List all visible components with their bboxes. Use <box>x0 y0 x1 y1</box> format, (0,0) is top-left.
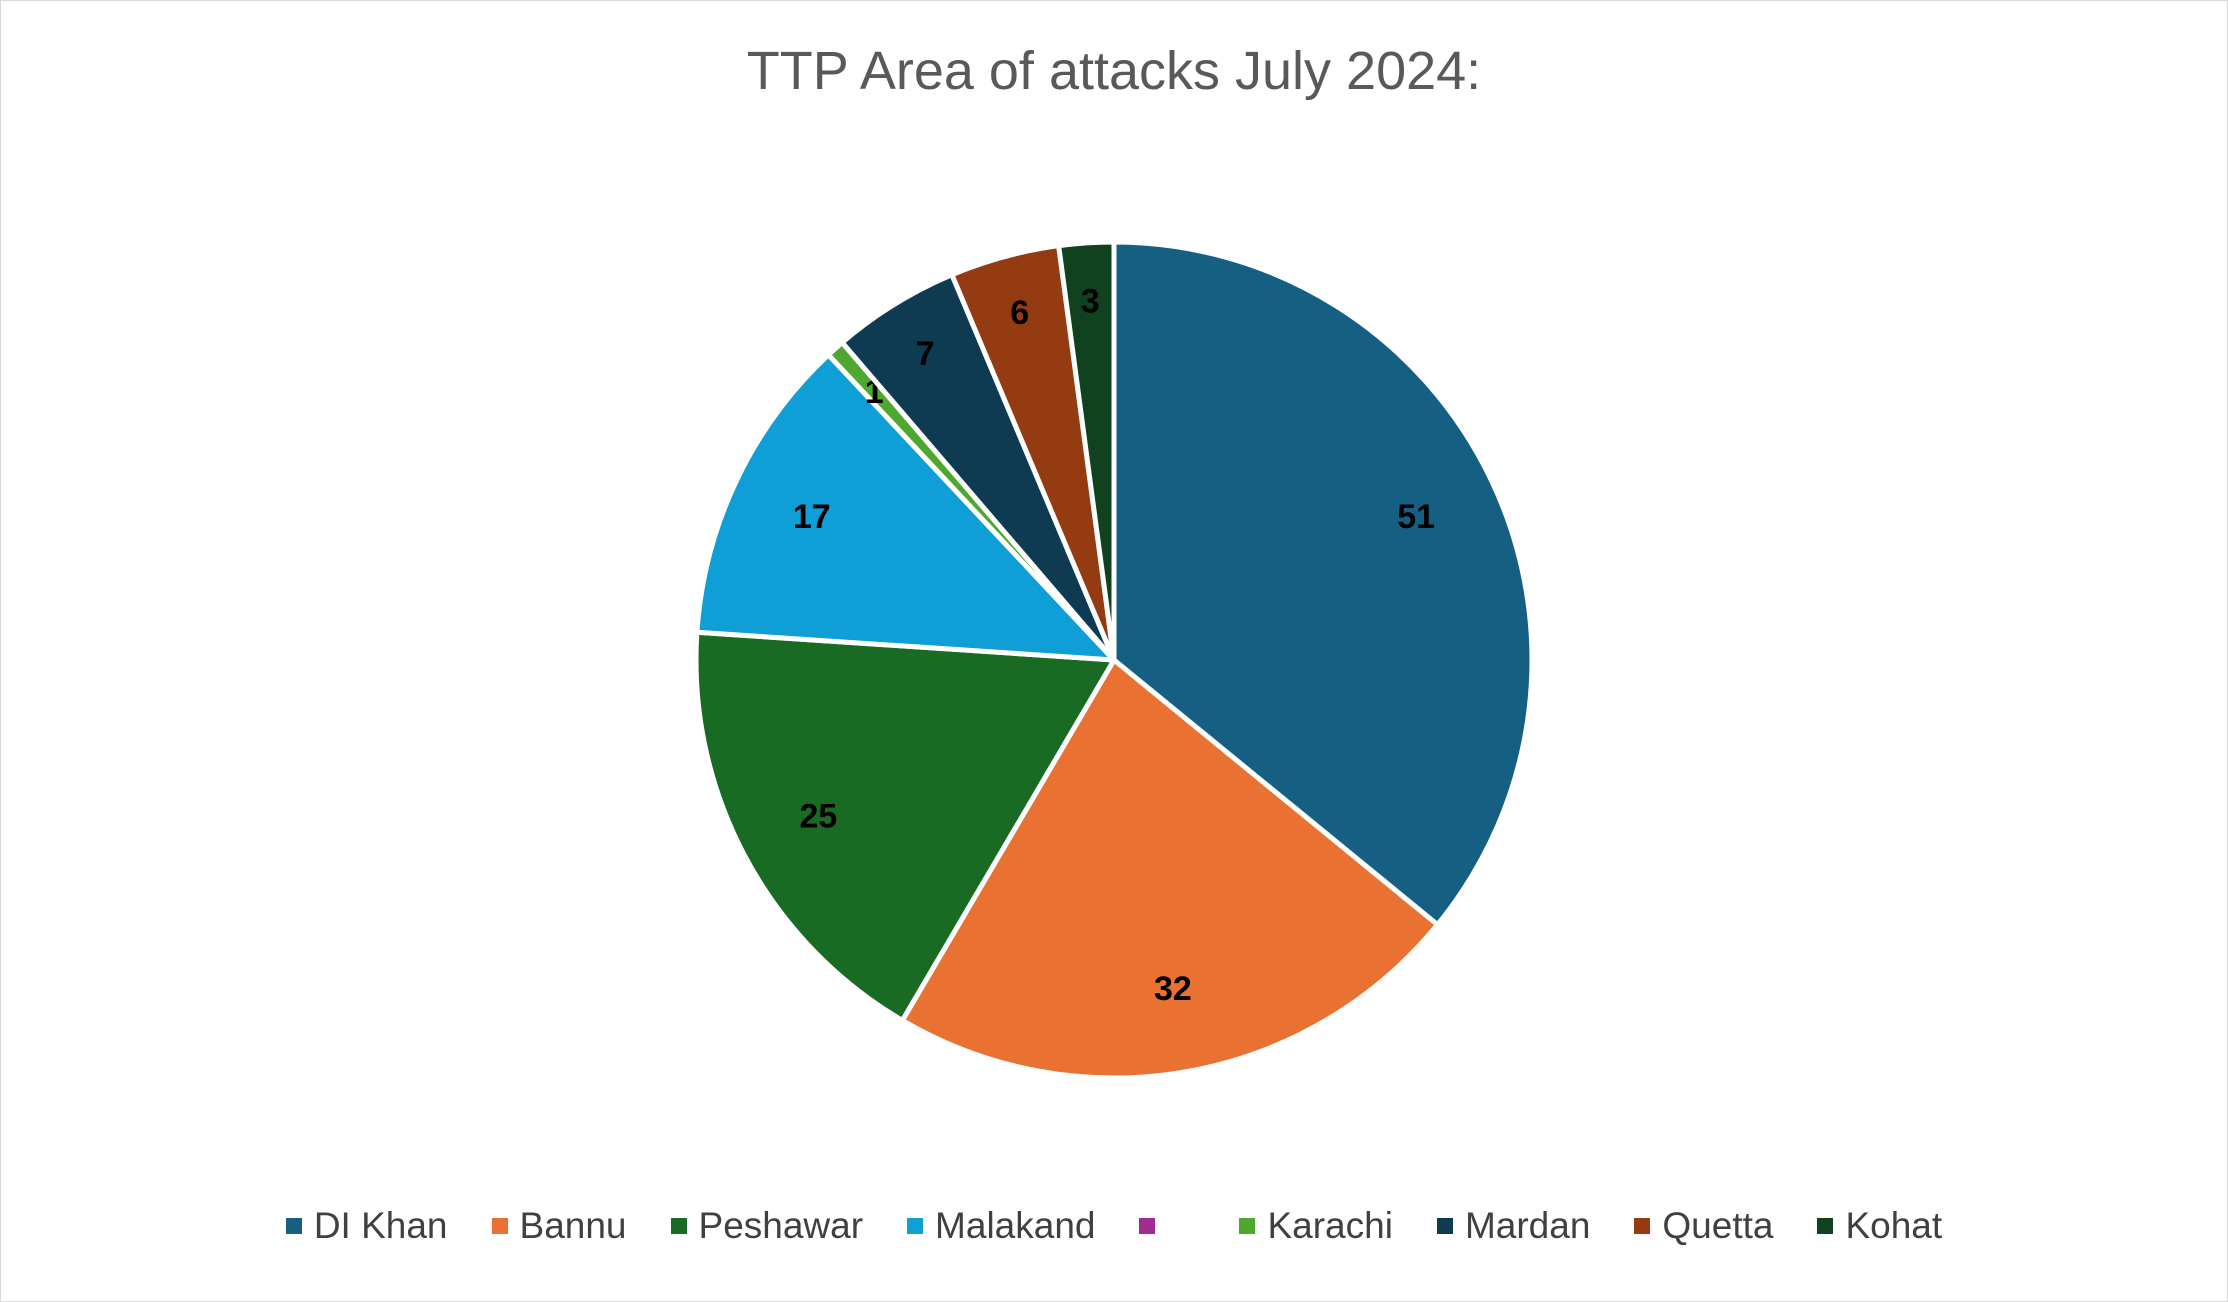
legend-swatch <box>1817 1218 1834 1234</box>
legend-item <box>1139 1218 1195 1234</box>
legend: DI Khan Bannu Peshawar Malakand Karachi Marda… <box>0 1205 2228 1247</box>
pie-slice-malakand <box>694 352 1117 663</box>
data-label-malakand: 17 <box>793 498 831 536</box>
legend-swatch <box>1634 1218 1651 1234</box>
legend-label: Mardan <box>1464 1205 1591 1246</box>
pie-slice-peshawar <box>693 629 1117 1023</box>
data-label-di-khan: 51 <box>1397 498 1435 536</box>
legend-label: Quetta <box>1662 1205 1774 1246</box>
legend-label: Bannu <box>519 1205 627 1246</box>
legend-item: Karachi <box>1239 1205 1393 1247</box>
pie-slice-bannu <box>899 657 1440 1081</box>
legend-label: Peshawar <box>698 1205 864 1246</box>
legend-swatch <box>670 1218 687 1234</box>
legend-item: Bannu <box>491 1205 627 1247</box>
pie-slice-kohat <box>1056 239 1117 663</box>
legend-item: Kohat <box>1817 1205 1942 1247</box>
legend-label: Kohat <box>1845 1205 1943 1246</box>
data-label-mardan: 7 <box>916 335 935 373</box>
data-label-quetta: 6 <box>1010 294 1029 332</box>
legend-item: Malakand <box>907 1205 1095 1247</box>
data-label-peshawar: 25 <box>800 797 838 835</box>
legend-swatch <box>285 1218 302 1234</box>
legend-swatch <box>1239 1218 1256 1234</box>
legend-item: DI Khan <box>285 1205 448 1247</box>
legend-item: Quetta <box>1634 1205 1773 1247</box>
data-label-kohat: 3 <box>1081 282 1100 320</box>
legend-label: Malakand <box>935 1205 1096 1246</box>
data-label-bannu: 32 <box>1154 970 1192 1008</box>
legend-swatch <box>491 1218 508 1234</box>
legend-swatch <box>907 1218 924 1234</box>
legend-label: DI Khan <box>313 1205 448 1246</box>
legend-item: Mardan <box>1436 1205 1591 1247</box>
pie-slice-di-khan <box>1111 239 1535 928</box>
legend-swatch <box>1139 1218 1156 1234</box>
chart-title: TTP Area of attacks July 2024: <box>746 41 1482 101</box>
legend-item: Peshawar <box>670 1205 864 1247</box>
legend-label: Karachi <box>1267 1205 1393 1246</box>
legend-swatch <box>1436 1218 1453 1234</box>
